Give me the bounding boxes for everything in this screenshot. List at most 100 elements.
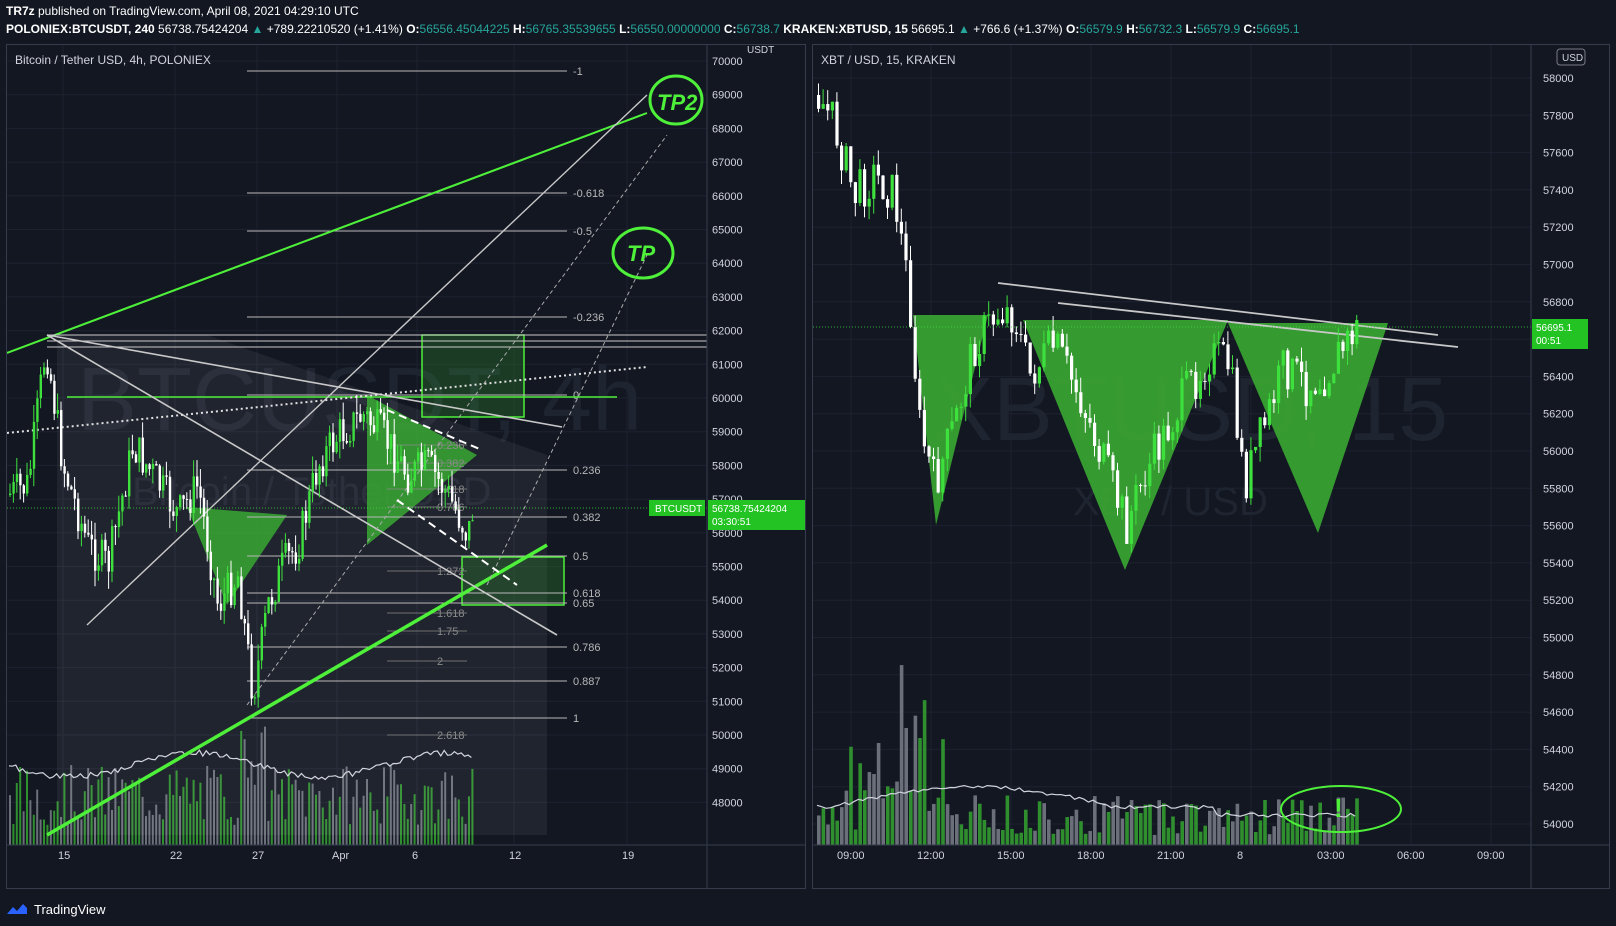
right-volume-bar	[1005, 795, 1010, 845]
left-candle-body	[247, 623, 250, 645]
right-candle-body	[1277, 365, 1281, 404]
left-volume-bar	[107, 777, 110, 845]
left-candle-body	[192, 476, 195, 513]
left-volume-bar	[131, 779, 134, 845]
right-volume-bar	[1019, 832, 1023, 845]
right-price-axis[interactable]: 5800057800576005740057200570005680056600…	[1543, 73, 1574, 831]
left-volume-bar	[29, 800, 32, 845]
left-candle-body	[9, 493, 12, 495]
left-candle-body	[315, 472, 318, 485]
left-volume-bar	[192, 779, 195, 845]
left-candle-body	[447, 486, 450, 490]
right-volume-bar	[1120, 818, 1125, 845]
right-price-tick: 56400	[1543, 371, 1574, 383]
left-volume-bar	[70, 765, 73, 845]
left-lower-support-line[interactable]	[46, 543, 548, 837]
left-price-tick: 56000	[712, 528, 743, 540]
left-time-tick: 12	[509, 850, 521, 862]
left-target-box-top	[421, 334, 525, 418]
left-volume-bar	[87, 768, 90, 845]
left-candle-body	[318, 466, 321, 485]
left-rising-projection[interactable]	[86, 94, 648, 626]
right-volume-bar	[867, 772, 872, 845]
left-volume-bar	[165, 794, 168, 845]
left-volume-bar	[15, 782, 18, 845]
right-currency-box[interactable]	[1556, 48, 1586, 66]
left-candle-body	[270, 597, 274, 605]
right-candle-body	[996, 319, 1000, 325]
right-volume-bar	[996, 829, 1000, 845]
left-flag-bottom-dashed	[396, 499, 518, 586]
right-symbol[interactable]: KRAKEN:XBTUSD, 15	[783, 22, 908, 36]
right-candle-body	[1001, 319, 1005, 324]
right-volume-bar	[1277, 799, 1281, 845]
left-candle-body	[430, 451, 433, 455]
right-neckline-1[interactable]	[997, 282, 1439, 336]
left-chart-pane[interactable]: BTCUSDT, 4h Bitcoin / Tether USD -1 -0.61…	[6, 44, 806, 889]
right-volume-bar	[881, 798, 885, 845]
left-price-tick: 52000	[712, 663, 743, 675]
left-volume-bar	[379, 823, 382, 845]
left-volume-bar	[454, 797, 457, 845]
left-dotted-trend[interactable]	[7, 366, 648, 434]
left-time-tick: 19	[622, 850, 634, 862]
left-fibext-label: 2	[437, 656, 443, 668]
right-volume-bar	[1106, 811, 1111, 845]
left-candle-body	[216, 578, 219, 604]
right-candle-body	[1300, 361, 1304, 373]
right-chart-pane[interactable]: XBTUSD, 15 XBT / USD ! USD 5800057800576…	[812, 44, 1610, 889]
right-candle-body	[1079, 392, 1083, 414]
left-o-label: O:	[406, 22, 420, 36]
right-candle-body	[1318, 389, 1322, 394]
left-candle-body	[111, 526, 114, 572]
left-volume-bar	[185, 777, 188, 845]
right-candle-body	[1033, 373, 1037, 384]
left-fib-label: 0	[573, 390, 579, 402]
right-high: 56732.3	[1138, 22, 1183, 36]
left-descending-resistance[interactable]	[46, 334, 563, 428]
right-neckline-2[interactable]	[1057, 302, 1459, 348]
left-price-axis[interactable]: 70000 69000 68000 67000 66000 65000 64000 63000…	[712, 56, 743, 809]
right-chart-title: XBT / USD, 15, KRAKEN	[821, 53, 956, 67]
right-volume-bar	[987, 827, 991, 845]
left-candle-body	[250, 644, 253, 699]
left-volume-bar	[158, 814, 161, 845]
left-candle-body	[362, 414, 365, 422]
left-upper-channel-line[interactable]	[7, 112, 648, 354]
left-candle-body	[12, 482, 15, 494]
left-symbol[interactable]: POLONIEX:BTCUSDT, 240	[6, 22, 155, 36]
left-candle-body	[165, 475, 168, 477]
right-time-axis[interactable]: 09:00 12:00 15:00 18:00 21:00 8 03:00 06:00 09:0…	[837, 850, 1505, 862]
left-chart-canvas[interactable]: BTCUSDT, 4h Bitcoin / Tether USD -1-0.61…	[7, 45, 806, 889]
right-candle-body	[1185, 370, 1189, 379]
left-candle-body	[53, 380, 56, 414]
left-candle-body	[260, 626, 263, 661]
right-price-tick: 54000	[1543, 819, 1574, 831]
left-fibext-label: 2.618	[437, 730, 465, 742]
right-volume-bar	[1162, 803, 1166, 845]
left-symbol-badge-text: BTCUSDT	[655, 504, 702, 515]
right-chart-canvas[interactable]: XBTUSD, 15 XBT / USD ! USD 5800057800576…	[813, 45, 1610, 889]
author-name[interactable]: TR7z	[6, 4, 35, 18]
right-volume-bar	[1028, 827, 1033, 845]
left-candle-body	[162, 475, 165, 491]
right-volume-bar	[1194, 805, 1198, 845]
right-volume-bar	[821, 808, 826, 845]
right-volume-bar	[973, 795, 977, 845]
left-volume-bar	[328, 800, 331, 845]
right-volume-bar	[826, 824, 830, 845]
left-time-axis[interactable]: 15 22 27 Apr 6 12 19	[58, 850, 634, 862]
left-volume-bar	[104, 814, 107, 845]
right-time-tick: 06:00	[1397, 850, 1425, 862]
left-volume-bar	[457, 799, 460, 845]
left-descending-line-2[interactable]	[46, 334, 558, 636]
left-volume-bar	[36, 789, 39, 845]
left-candle-body	[138, 437, 141, 463]
left-volume-bar	[298, 790, 300, 845]
right-candle-body	[899, 221, 903, 234]
footer-brand[interactable]: TradingView	[34, 901, 106, 917]
right-candle-body	[1111, 455, 1115, 471]
left-volume-bar	[243, 739, 246, 845]
right-volume-bar	[1097, 832, 1102, 845]
right-volume-bar	[1346, 808, 1350, 845]
